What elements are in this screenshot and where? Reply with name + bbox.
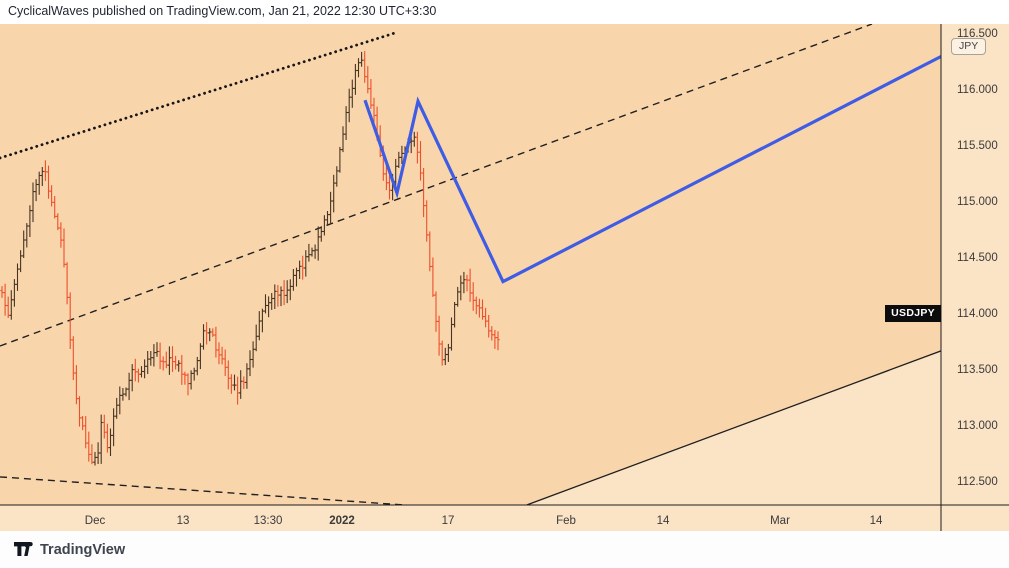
y-axis-tick-label: 116.000 — [957, 84, 998, 96]
x-axis-tick-label: 2022 — [329, 515, 355, 527]
chart-area: 116.500 116.000 115.500 115.000 114.500 114.0… — [0, 24, 1009, 531]
symbol-price-label: USDJPY — [885, 305, 941, 322]
projection-line — [363, 55, 941, 284]
y-axis-tick-label: 114.000 — [957, 308, 998, 320]
y-axis-tick-label: 115.000 — [957, 196, 998, 208]
x-axis-tick-label: 14 — [657, 515, 670, 527]
trendline-channel-lower-solid — [526, 350, 941, 505]
x-axis-tick-label: Dec — [85, 515, 106, 527]
x-axis-tick-label: Feb — [556, 515, 576, 527]
tradingview-logo-icon[interactable] — [14, 542, 33, 557]
price-chart-canvas[interactable]: 116.500 116.000 115.500 115.000 114.500 114.0… — [0, 24, 1009, 531]
y-axis-tick-label: 115.500 — [957, 140, 998, 152]
y-axis-tick-label: 112.500 — [957, 476, 998, 488]
y-axis-tick-label: 113.500 — [957, 364, 998, 376]
trendline-channel-mid-dashed — [0, 24, 873, 347]
plot-layer — [0, 24, 941, 505]
ohlc-bar — [496, 331, 500, 351]
x-axis-tick-label: 13:30 — [254, 515, 283, 527]
publish-caption: CyclicalWaves published on TradingView.c… — [8, 4, 437, 18]
tradingview-brand[interactable]: TradingView — [40, 541, 126, 558]
y-axis-tick-label: 113.000 — [957, 420, 998, 432]
y-axis-tick-label: 116.500 — [957, 28, 998, 40]
x-axis-tick-label: 17 — [442, 515, 455, 527]
y-axis-tick-label: 114.500 — [957, 252, 998, 264]
x-axis-tick-label: Mar — [770, 515, 790, 527]
ohlc-bars-layer — [0, 51, 500, 466]
x-axis-tick-label: 13 — [177, 515, 190, 527]
x-axis-tick-label: 14 — [870, 515, 883, 527]
currency-unit-badge: JPY — [951, 38, 987, 55]
trendline-lower-wedge-dashed — [0, 476, 404, 505]
trendline-resistance-dotted — [0, 30, 400, 160]
footer: TradingView — [0, 531, 1009, 568]
